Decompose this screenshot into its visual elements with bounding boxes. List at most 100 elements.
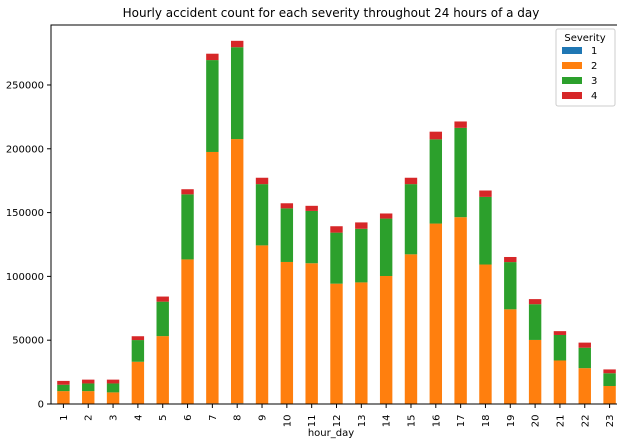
bar-hour-1-severity-2 [57,391,70,404]
bar-hour-7-severity-3 [206,60,219,152]
bar-hour-17-severity-4 [454,121,467,128]
bar-hour-10-severity-3 [280,208,294,262]
bar-hour-18-severity-2 [479,264,492,404]
bar-hour-4-severity-4 [131,336,145,341]
bar-hour-19-severity-3 [504,262,517,310]
chart-title: Hourly accident count for each severity … [123,6,540,20]
x-tick-label: 23 [605,415,616,428]
bar-hour-7-severity-4 [206,53,219,61]
bar-hour-23-severity-3 [603,373,616,387]
bar-hour-23-severity-2 [603,386,616,404]
bar-hour-9-severity-3 [255,184,269,246]
bar-hour-11-severity-4 [305,205,318,211]
bar-hour-1-severity-3 [57,384,70,392]
bar-hour-1-severity-4 [57,380,70,385]
bar-hour-20-severity-2 [528,339,542,404]
legend-title: Severity [564,33,605,44]
y-tick-label: 150000 [6,208,44,219]
x-tick-label: 17 [456,415,467,428]
x-tick-label: 22 [580,415,591,428]
legend-swatch-severity-3 [562,77,582,84]
bar-hour-5-severity-3 [156,301,169,337]
bar-hour-12-severity-3 [330,232,343,284]
bar-hour-14-severity-2 [379,276,393,404]
bar-hour-18-severity-3 [479,196,492,265]
y-tick-label: 250000 [6,80,44,91]
x-tick-label: 10 [282,415,293,428]
x-tick-label: 16 [431,415,442,428]
bar-hour-22-severity-2 [578,368,591,404]
bar-hour-5-severity-4 [156,296,169,302]
bar-hour-20-severity-4 [528,299,542,305]
bar-hour-21-severity-3 [553,334,567,361]
bar-hour-13-severity-4 [355,222,368,229]
y-tick-label: 200000 [6,144,44,155]
x-tick-label: 7 [208,415,219,421]
bar-hour-6-severity-4 [181,189,194,195]
bar-hour-12-severity-4 [330,226,343,233]
x-tick-label: 4 [133,415,144,421]
x-tick-label: 1 [59,415,70,421]
bar-hour-10-severity-4 [280,203,294,209]
bar-hour-19-severity-4 [504,256,517,263]
bar-hour-3-severity-4 [106,379,120,384]
x-tick-label: 12 [332,415,343,428]
bar-hour-11-severity-2 [305,263,318,404]
x-tick-label: 11 [307,415,318,428]
x-tick-label: 19 [506,414,517,427]
x-tick-label: 3 [109,415,120,421]
bar-hour-8-severity-3 [230,47,244,140]
legend-label-severity-3: 3 [591,76,597,87]
bar-hour-12-severity-2 [330,283,343,404]
x-tick-label: 9 [258,415,269,421]
bar-hour-13-severity-2 [355,282,368,404]
legend-swatch-severity-2 [562,62,582,69]
legend-swatch-severity-4 [562,92,582,99]
bar-hour-10-severity-2 [280,261,294,404]
x-tick-label: 21 [555,415,566,428]
x-tick-label: 14 [382,415,393,428]
x-tick-label: 6 [183,415,194,421]
legend-swatch-severity-1 [562,47,582,54]
bar-hour-17-severity-2 [454,217,467,404]
bar-hour-15-severity-3 [404,184,418,255]
legend-label-severity-4: 4 [591,91,597,102]
bar-hour-16-severity-2 [429,223,443,404]
x-tick-label: 20 [531,415,542,428]
bar-hour-11-severity-3 [305,210,318,264]
bar-hour-17-severity-3 [454,127,467,218]
bars-group [57,40,616,404]
bar-hour-15-severity-2 [404,254,418,404]
bar-hour-21-severity-4 [553,331,567,335]
x-tick-label: 18 [481,415,492,428]
legend-label-severity-2: 2 [591,61,597,72]
bar-hour-4-severity-2 [131,361,145,404]
x-tick-label: 8 [233,415,244,421]
bar-hour-23-severity-4 [603,369,616,374]
bar-hour-8-severity-4 [230,40,244,48]
bar-hour-2-severity-2 [82,391,95,404]
x-axis: 1 2 3 4 5 6 7 8 9 10 11 12 13 14 15 16 17 18 19 20 21 22 23 [59,404,616,427]
y-axis: 0 50000 100000 150000 200000 250000 [6,80,51,411]
bar-hour-13-severity-3 [355,228,368,283]
bar-hour-14-severity-4 [379,213,393,219]
bar-hour-3-severity-2 [106,392,120,404]
plot-frame [50,24,617,405]
x-tick-label: 5 [158,415,169,421]
bar-hour-4-severity-3 [131,340,145,362]
y-tick-label: 0 [38,400,44,411]
bar-hour-8-severity-2 [230,139,244,404]
y-tick-label: 100000 [6,272,44,283]
x-tick-label: 2 [84,415,95,421]
bar-hour-14-severity-3 [379,218,393,276]
legend-label-severity-1: 1 [591,46,597,57]
bar-hour-22-severity-3 [578,347,591,369]
bar-hour-19-severity-2 [504,309,517,404]
bar-hour-15-severity-4 [404,177,418,185]
x-tick-label: 15 [406,415,417,428]
y-tick-label: 50000 [12,336,44,347]
bar-hour-9-severity-4 [255,177,269,185]
bar-hour-2-severity-3 [82,383,95,392]
bar-hour-6-severity-3 [181,194,194,260]
